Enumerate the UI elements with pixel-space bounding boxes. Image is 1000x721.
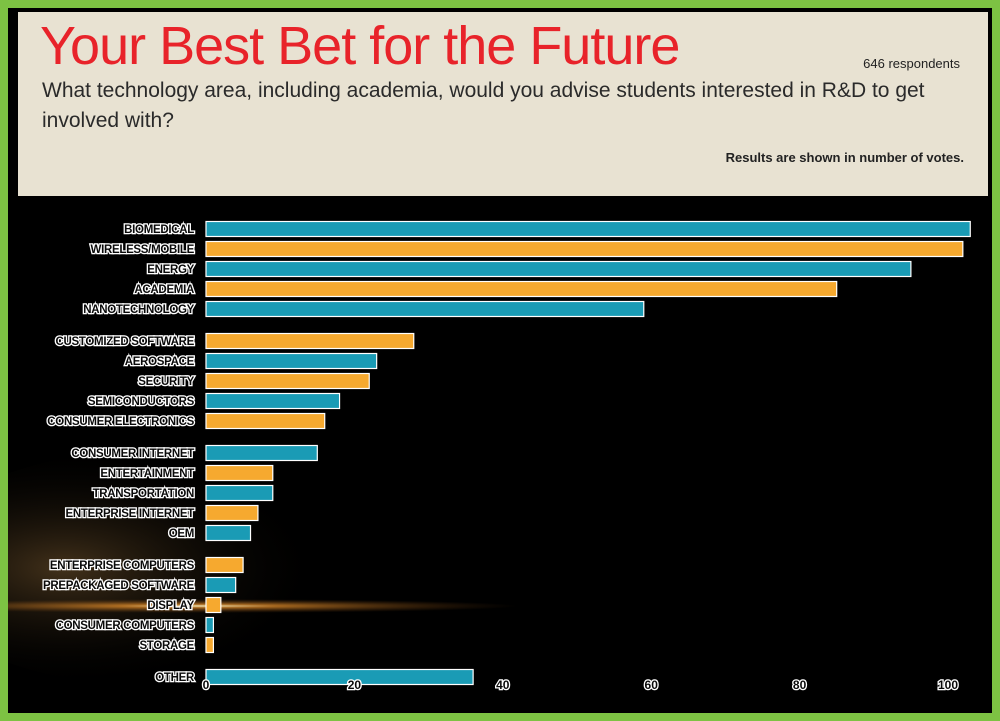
- x-tick-label: 0: [203, 678, 210, 692]
- bar-nanotechnology: [205, 300, 645, 318]
- category-label: PREPACKAGED SOFTWARE: [43, 580, 195, 592]
- category-label: CUSTOMIZED SOFTWARE: [56, 336, 195, 348]
- bars-layer: [205, 220, 971, 686]
- category-label: ENTERTAINMENT: [100, 468, 194, 480]
- bar-chart: BIOMEDICAL WIRELESS/MOBILE ENERGY ACADEMIA N…: [8, 220, 971, 694]
- x-tick-label: 20: [348, 678, 362, 692]
- category-label: NANOTECHNOLOGY: [83, 304, 194, 316]
- category-label: ENTERPRISE COMPUTERS: [50, 560, 195, 572]
- bar-customized-software: [205, 332, 415, 350]
- x-tick-label: 80: [793, 678, 807, 692]
- background-light-streak: [8, 599, 518, 613]
- category-label: TRANSPORTATION: [93, 488, 194, 500]
- category-label: STORAGE: [139, 640, 194, 652]
- bar-other: [205, 668, 474, 686]
- category-label: DISPLAY: [147, 600, 194, 612]
- category-label: AEROSPACE: [125, 356, 195, 368]
- bar-wireless-mobile: [205, 240, 964, 258]
- category-labels: BIOMEDICAL WIRELESS/MOBILE ENERGY ACADEMIA N…: [42, 223, 197, 686]
- bar-security: [205, 372, 370, 390]
- category-label: OTHER: [155, 672, 195, 684]
- bar-consumer-internet: [205, 444, 318, 462]
- bar-aerospace: [205, 352, 378, 370]
- category-label: CONSUMER ELECTRONICS: [47, 416, 194, 428]
- category-label: ENERGY: [147, 264, 194, 276]
- category-label: SEMICONDUCTORS: [88, 396, 195, 408]
- bar-enterprise-computers: [205, 556, 244, 574]
- category-label: CONSUMER INTERNET: [71, 448, 194, 460]
- bar-prepackaged-software: [205, 576, 237, 594]
- category-label: OEM: [169, 528, 194, 540]
- chart-title: Your Best Bet for the Future: [40, 16, 680, 76]
- category-label: ENTERPRISE INTERNET: [66, 508, 195, 520]
- header-panel: Your Best Bet for the Future 646 respond…: [18, 12, 988, 196]
- bar-academia: [205, 280, 838, 298]
- bar-energy: [205, 260, 912, 278]
- bar-display: [205, 596, 222, 614]
- bar-oem: [205, 524, 252, 542]
- bar-storage: [205, 636, 215, 654]
- x-tick-label: 100: [938, 678, 958, 692]
- x-tick-label: 40: [496, 678, 510, 692]
- category-label: SECURITY: [138, 376, 194, 388]
- bar-biomedical: [205, 220, 971, 238]
- category-label: ACADEMIA: [134, 284, 194, 296]
- respondent-count: 646 respondents: [863, 56, 960, 71]
- category-label: BIOMEDICAL: [124, 224, 194, 236]
- category-label: WIRELESS/MOBILE: [91, 244, 195, 256]
- x-axis-ticks: 0 20 40 60 80 100: [201, 677, 959, 694]
- bar-consumer-electronics: [205, 412, 326, 430]
- bar-entertainment: [205, 464, 274, 482]
- results-note: Results are shown in number of votes.: [725, 150, 964, 165]
- survey-question: What technology area, including academia…: [42, 79, 925, 132]
- category-label: CONSUMER COMPUTERS: [56, 620, 195, 632]
- chart-frame: Your Best Bet for the Future 646 respond…: [8, 8, 992, 713]
- bar-enterprise-internet: [205, 504, 259, 522]
- bar-semiconductors: [205, 392, 341, 410]
- bar-consumer-computers: [205, 616, 215, 634]
- x-tick-label: 60: [645, 678, 659, 692]
- bar-transportation: [205, 484, 274, 502]
